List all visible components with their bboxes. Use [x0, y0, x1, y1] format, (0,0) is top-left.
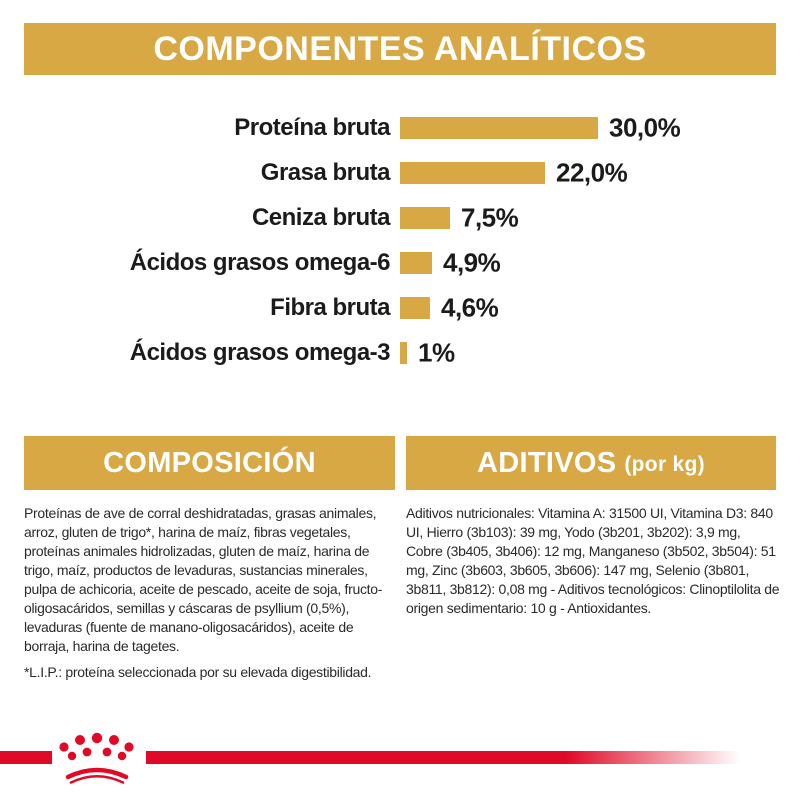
- chart-row-label: Ácidos grasos omega-6: [129, 249, 391, 276]
- analytical-components-chart: Proteína bruta 30,0% Grasa bruta 22,0% Ceniz…: [0, 112, 800, 368]
- chart-row-label: Ácidos grasos omega-3: [129, 339, 391, 366]
- chart-bar: [400, 207, 450, 229]
- chart-bar: [400, 342, 407, 364]
- chart-row: Fibra bruta 4,6%: [0, 292, 800, 323]
- chart-row-label: Fibra bruta: [270, 294, 390, 321]
- chart-row: Proteína bruta 30,0%: [0, 112, 800, 143]
- aditivos-title: ADITIVOS: [477, 446, 617, 479]
- chart-row: Ácidos grasos omega-3 1%: [0, 337, 800, 368]
- chart-row-value: 22,0%: [556, 157, 628, 188]
- chart-row-value: 4,6%: [441, 292, 499, 323]
- aditivos-body: Aditivos nutricionales: Vitamina A: 3150…: [406, 505, 780, 616]
- header-bar: COMPONENTES ANALÍTICOS: [24, 23, 776, 75]
- composicion-title: COMPOSICIÓN: [103, 446, 316, 479]
- chart-bar: [400, 297, 430, 319]
- composicion-header-bar: COMPOSICIÓN: [24, 436, 395, 490]
- chart-row: Grasa bruta 22,0%: [0, 157, 800, 188]
- chart-bar: [400, 252, 432, 274]
- footer-red-bar: [146, 751, 746, 764]
- aditivos-header-bar: ADITIVOS (por kg): [406, 436, 776, 490]
- page-title: COMPONENTES ANALÍTICOS: [153, 29, 647, 68]
- composicion-body: Proteínas de ave de corral deshidratadas…: [24, 505, 383, 654]
- royal-canin-crown-logo: [59, 732, 134, 784]
- chart-row: Ácidos grasos omega-6 4,9%: [0, 247, 800, 278]
- lip-footnote: *L.I.P.: proteína seleccionada por su el…: [24, 664, 372, 680]
- aditivos-title-suffix: (por kg): [624, 453, 705, 476]
- chart-bar: [400, 117, 598, 139]
- chart-row-value: 7,5%: [461, 202, 519, 233]
- chart-row: Ceniza bruta 7,5%: [0, 202, 800, 233]
- chart-row-label: Proteína bruta: [234, 114, 390, 141]
- chart-row-value: 30,0%: [609, 112, 681, 143]
- footer-red-bar-left: [0, 751, 52, 764]
- chart-row-value: 1%: [418, 337, 455, 368]
- chart-bar: [400, 162, 545, 184]
- chart-row-label: Ceniza bruta: [251, 204, 391, 231]
- chart-row-label: Grasa bruta: [260, 159, 391, 186]
- chart-row-value: 4,9%: [443, 247, 501, 278]
